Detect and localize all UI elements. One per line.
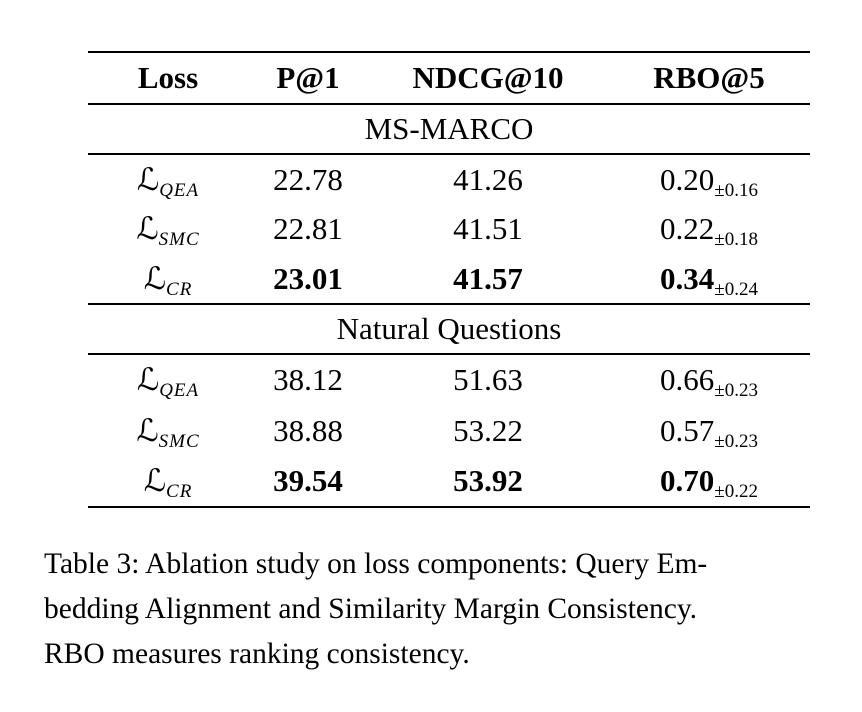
rbo-mean: 0.66 <box>660 362 715 397</box>
table-caption: Table 3: Ablation study on loss componen… <box>44 542 836 677</box>
loss-subscript: CR <box>166 278 193 300</box>
rbo-mean: 0.20 <box>660 161 715 197</box>
section-title-ms-marco: MS-MARCO <box>364 111 534 146</box>
loss-label: ℒSMC <box>88 405 248 456</box>
ndcg10-value: 53.22 <box>453 412 523 448</box>
rbo5-value: 0.20±0.16 <box>608 154 810 204</box>
p1-value: 22.78 <box>273 161 343 197</box>
rbo-stddev: ±0.16 <box>714 179 758 201</box>
rbo-mean: 0.34 <box>660 260 715 296</box>
rbo-mean: 0.57 <box>660 412 715 448</box>
loss-label: ℒCR <box>88 254 248 304</box>
rbo5-value: 0.70±0.22 <box>608 456 810 507</box>
ndcg10-value: 41.51 <box>453 211 523 246</box>
caption-line: bedding Alignment and Similarity Margin … <box>44 593 698 625</box>
column-header-p1: P@1 <box>276 60 340 95</box>
table-row: ℒCR 23.01 41.57 0.34±0.24 <box>88 254 810 304</box>
column-header-rbo5: RBO@5 <box>653 60 765 95</box>
p1-value: 38.12 <box>273 362 343 397</box>
p1-value: 22.81 <box>273 211 343 246</box>
section-header-row: MS-MARCO <box>88 104 810 154</box>
loss-symbol: ℒ <box>143 463 167 499</box>
ndcg10-value: 41.57 <box>453 260 523 296</box>
table-row: ℒQEA 38.12 51.63 0.66±0.23 <box>88 354 810 405</box>
table-row: ℒQEA 22.78 41.26 0.20±0.16 <box>88 154 810 204</box>
loss-label: ℒCR <box>88 456 248 507</box>
ndcg10-value: 53.92 <box>453 463 523 498</box>
rbo-stddev: ±0.22 <box>714 481 758 502</box>
loss-label: ℒQEA <box>88 154 248 204</box>
rbo-mean: 0.22 <box>660 211 715 246</box>
p1-value: 38.88 <box>273 412 343 448</box>
loss-symbol: ℒ <box>136 412 159 449</box>
rbo-stddev: ±0.18 <box>714 229 758 250</box>
p1-value: 39.54 <box>273 463 343 498</box>
rbo5-value: 0.22±0.18 <box>608 204 810 254</box>
loss-subscript: QEA <box>159 380 200 401</box>
table-header-row: Loss P@1 NDCG@10 RBO@5 <box>88 52 810 104</box>
rbo-stddev: ±0.23 <box>714 430 758 452</box>
loss-subscript: SMC <box>158 430 200 452</box>
table-row: ℒCR 39.54 53.92 0.70±0.22 <box>88 456 810 507</box>
loss-subscript: QEA <box>159 179 200 201</box>
rbo-stddev: ±0.23 <box>714 380 758 401</box>
table-row: ℒSMC 38.88 53.22 0.57±0.23 <box>88 405 810 456</box>
column-header-ndcg10: NDCG@10 <box>412 60 564 95</box>
loss-subscript: SMC <box>158 229 200 250</box>
loss-symbol: ℒ <box>136 362 160 398</box>
ndcg10-value: 51.63 <box>453 362 523 397</box>
column-header-loss: Loss <box>137 60 199 95</box>
p1-value: 23.01 <box>273 260 343 296</box>
caption-line: Table 3: Ablation study on loss componen… <box>44 548 708 580</box>
table-row: ℒSMC 22.81 41.51 0.22±0.18 <box>88 204 810 254</box>
loss-symbol: ℒ <box>136 211 159 247</box>
loss-symbol: ℒ <box>143 260 167 297</box>
rbo-stddev: ±0.24 <box>714 278 758 300</box>
loss-label: ℒSMC <box>88 204 248 254</box>
loss-symbol: ℒ <box>136 161 160 198</box>
rbo5-value: 0.57±0.23 <box>608 405 810 456</box>
loss-subscript: CR <box>166 481 193 502</box>
rbo5-value: 0.34±0.24 <box>608 254 810 304</box>
rbo5-value: 0.66±0.23 <box>608 354 810 405</box>
loss-label: ℒQEA <box>88 354 248 405</box>
section-title-natural-questions: Natural Questions <box>336 311 562 346</box>
ndcg10-value: 41.26 <box>453 161 523 197</box>
rbo-mean: 0.70 <box>660 463 715 498</box>
ablation-table: Loss P@1 NDCG@10 RBO@5 MS-MARCO ℒQEA 22.… <box>88 51 810 508</box>
section-header-row: Natural Questions <box>88 304 810 354</box>
caption-line: RBO measures ranking consistency. <box>44 638 470 670</box>
